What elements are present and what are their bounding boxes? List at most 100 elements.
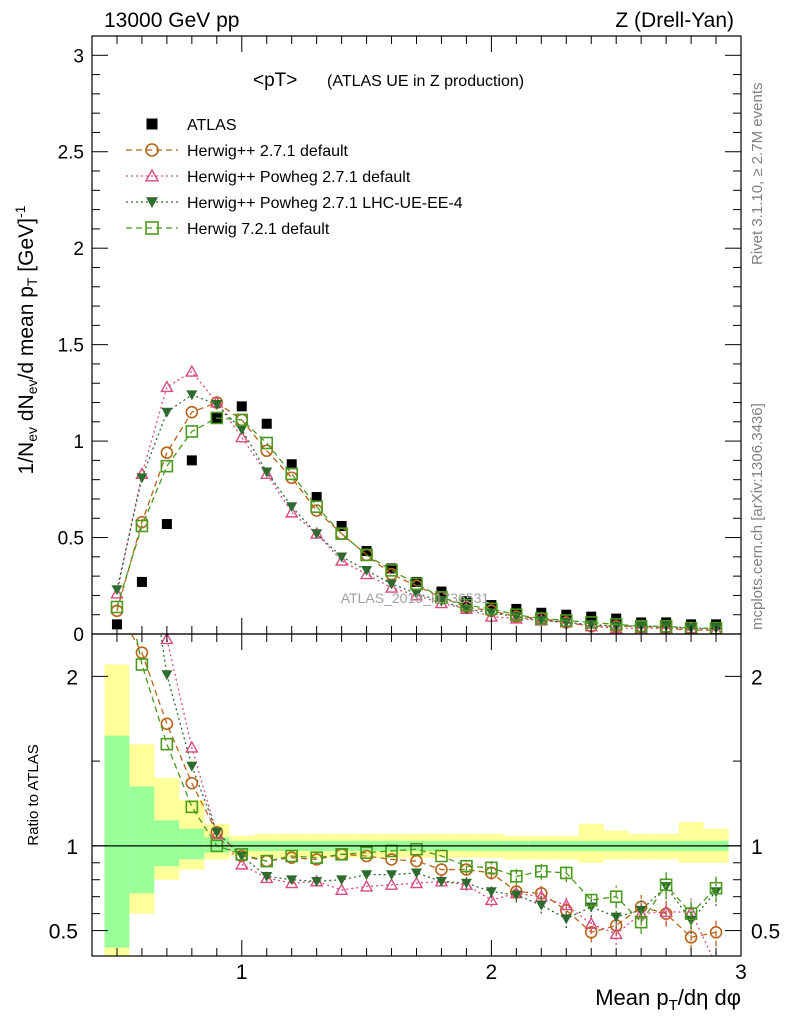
data-point bbox=[360, 548, 373, 562]
data-point bbox=[210, 411, 224, 425]
ratio-y-axis-label: Ratio to ATLAS bbox=[25, 744, 42, 845]
data-point bbox=[559, 614, 573, 627]
data-point bbox=[411, 576, 422, 587]
ratio-series-herwig-2-7-1-default bbox=[130, 634, 723, 951]
data-point bbox=[385, 564, 398, 577]
legend-entry: ATLAS bbox=[146, 117, 237, 134]
ratio-point bbox=[435, 877, 447, 887]
x-axis-title: Mean pT/dη dφ bbox=[595, 985, 741, 1014]
data-point bbox=[236, 401, 247, 412]
data-point bbox=[211, 400, 223, 410]
data-point bbox=[485, 608, 497, 619]
ratio-point bbox=[359, 879, 374, 892]
ratio-point bbox=[111, 248, 122, 258]
y-tick-label: 2 bbox=[73, 239, 84, 260]
ratio-point bbox=[210, 827, 224, 840]
stat-uncertainty-band bbox=[104, 735, 130, 948]
ratio-panel: 0.5 0.5 1 1 2 2 1 2 3 Ratio to ATLAS bbox=[25, 248, 780, 984]
x-tick-label: 1 bbox=[236, 961, 248, 984]
ratio-y-tick-label-right: 0.5 bbox=[751, 921, 780, 944]
data-point bbox=[185, 405, 199, 419]
ratio-point bbox=[285, 849, 298, 863]
ratio-y-tick-label: 0.5 bbox=[49, 921, 78, 944]
ratio-point bbox=[584, 916, 598, 929]
main-axes: 0 0.5 1 1.5 2 2.5 3 bbox=[58, 35, 742, 646]
ratio-point bbox=[634, 915, 648, 929]
data-point bbox=[334, 553, 349, 566]
ratio-point bbox=[286, 875, 298, 886]
data-point bbox=[285, 505, 299, 518]
ratio-point bbox=[111, 298, 122, 308]
rivet-label: Rivet 3.1.10, ≥ 2.7M events bbox=[749, 83, 766, 266]
data-point bbox=[435, 596, 447, 607]
data-point bbox=[185, 364, 199, 377]
ratio-point bbox=[410, 842, 423, 856]
data-point bbox=[336, 520, 347, 531]
data-point bbox=[361, 546, 372, 557]
ratio-point bbox=[709, 925, 723, 939]
ratio-point bbox=[111, 535, 122, 546]
data-point bbox=[136, 473, 148, 484]
series-herwig-7-2-1-default bbox=[110, 411, 723, 634]
ratio-point bbox=[709, 881, 723, 895]
ratio-point bbox=[584, 925, 598, 939]
ratio-point bbox=[559, 866, 573, 880]
legend-label: Herwig 7.2.1 default bbox=[187, 221, 330, 238]
ratio-point bbox=[411, 868, 422, 879]
data-point bbox=[110, 586, 124, 599]
ratio-point bbox=[559, 898, 573, 911]
data-point bbox=[111, 619, 122, 630]
ratio-point bbox=[485, 861, 498, 875]
watermark: ATLAS_2019_I1736531 bbox=[341, 590, 490, 606]
ratio-point bbox=[459, 877, 474, 890]
ratio-point bbox=[260, 854, 274, 868]
data-point bbox=[384, 580, 399, 593]
ratio-point bbox=[235, 848, 249, 861]
ratio-point bbox=[211, 827, 223, 838]
ratio-point bbox=[360, 846, 373, 859]
ratio-point bbox=[711, 959, 722, 969]
data-point bbox=[260, 444, 274, 458]
ratio-point bbox=[659, 904, 673, 918]
data-point bbox=[235, 413, 249, 427]
data-point bbox=[509, 611, 524, 624]
data-point bbox=[435, 591, 448, 604]
data-point bbox=[285, 467, 298, 481]
ratio-point bbox=[684, 931, 698, 944]
legend-marker bbox=[146, 197, 158, 208]
ratio-point bbox=[609, 890, 623, 903]
ratio-point bbox=[135, 658, 149, 671]
ratio-point bbox=[410, 854, 423, 868]
data-point bbox=[359, 567, 374, 580]
series-line bbox=[116, 417, 717, 629]
data-point bbox=[261, 418, 272, 429]
ratio-point bbox=[235, 857, 249, 870]
main-panel: ATLAS_2019_I1736531 0 0.5 1 1.5 2 2.5 3 <pT> (… bbox=[12, 35, 742, 646]
data-point bbox=[286, 502, 298, 513]
legend-marker bbox=[145, 143, 159, 157]
legend-label: ATLAS bbox=[187, 117, 237, 134]
ratio-point bbox=[285, 876, 299, 889]
y-tick-label: 0.5 bbox=[58, 529, 84, 550]
data-point bbox=[111, 585, 123, 596]
ratio-point bbox=[560, 914, 572, 925]
ratio-point bbox=[186, 761, 198, 772]
main-subtitle: (ATLAS UE in Z production) bbox=[327, 73, 524, 90]
legend-marker bbox=[145, 221, 159, 235]
data-point bbox=[260, 466, 274, 479]
header-left: 13000 GeV pp bbox=[104, 9, 239, 32]
data-point bbox=[160, 459, 174, 473]
legend-label: Herwig++ 2.7.1 default bbox=[187, 143, 349, 160]
y-tick-label: 3 bbox=[73, 46, 84, 67]
main-series-layer bbox=[110, 364, 723, 634]
ratio-point bbox=[609, 927, 623, 940]
ratio-point bbox=[435, 849, 448, 863]
ratio-point bbox=[484, 893, 499, 906]
ratio-point bbox=[160, 634, 174, 645]
legend-entry: Herwig++ Powheg 2.7.1 LHC-UE-EE-4 bbox=[126, 195, 463, 212]
data-point bbox=[235, 430, 249, 443]
data-point bbox=[460, 604, 472, 615]
data-point bbox=[710, 623, 723, 634]
x-tick-label: 2 bbox=[486, 961, 498, 984]
